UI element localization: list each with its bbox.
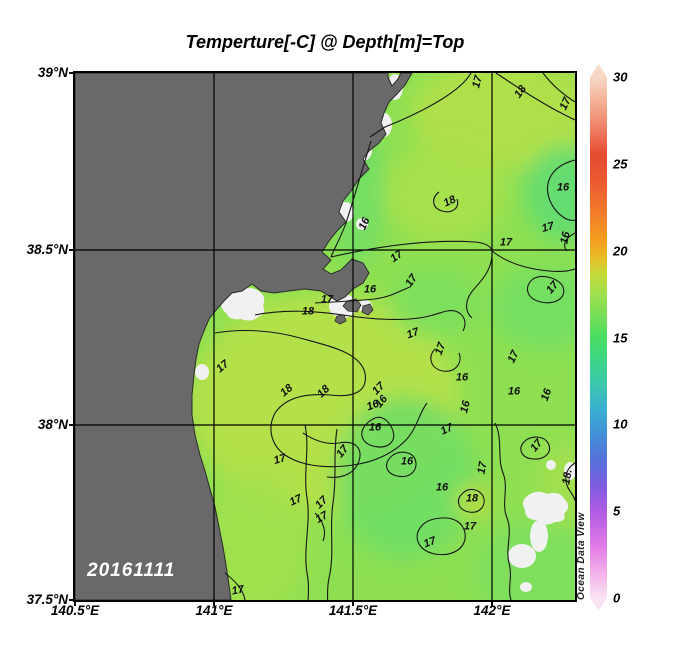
x-axis-tick (74, 602, 76, 606)
y-axis-tick (69, 424, 73, 427)
y-axis-tick-label: 38.5°N (26, 242, 68, 258)
ocean-data-view-watermark: Ocean Data View (576, 512, 587, 600)
colorbar-tick-label: 5 (613, 503, 621, 519)
x-axis-tick-label: 141.5°E (328, 603, 378, 618)
colorbar-tick-label: 0 (613, 590, 621, 606)
x-axis-tick (352, 602, 354, 606)
y-axis: 39°N 38.5°N 38°N 37.5°N (0, 65, 68, 607)
islands (334, 298, 374, 325)
y-axis-tick (69, 72, 73, 74)
colorbar-tick-label: 30 (613, 69, 628, 85)
colorbar-arrow-up (590, 64, 607, 77)
y-axis-tick-label: 39°N (37, 65, 68, 80)
y-axis-tick-label: 38°N (37, 417, 68, 433)
colorbar-tick-label: 10 (613, 416, 628, 432)
temperature-map (75, 73, 575, 600)
plot-title: Temperture[-C] @ Depth[m]=Top (185, 32, 465, 52)
isotherm-contours (214, 73, 575, 600)
y-axis-tick (69, 249, 73, 252)
y-axis-tick (69, 599, 73, 601)
grid-lines (75, 73, 575, 600)
x-axis-tick-label: 142°E (473, 603, 511, 618)
colorbar (590, 64, 607, 611)
x-axis-tick (213, 602, 215, 606)
map-canvas[interactable]: 17 18 17 18 16 16 17 16 17 17 16 17 17 18 17 17 17 17 16 16… (69, 71, 577, 606)
x-axis-tick (491, 602, 493, 606)
colorbar-tick-label: 15 (613, 330, 628, 345)
x-axis-tick-label: 141°E (195, 603, 233, 618)
x-axis-tick-label: 140.5°E (50, 603, 100, 618)
y-axis-tick-label: 37.5°N (26, 592, 68, 607)
landmass (75, 73, 413, 600)
colorbar-arrow-down (590, 598, 607, 611)
date-label: 20161111 (87, 560, 176, 581)
colorbar-tick-label: 20 (613, 243, 628, 259)
colorbar-scale: 30 25 20 15 10 5 0 (613, 70, 653, 606)
x-axis: 140.5°E 141°E 141.5°E 142°E (51, 603, 575, 621)
colorbar-tick-label: 25 (613, 156, 628, 172)
